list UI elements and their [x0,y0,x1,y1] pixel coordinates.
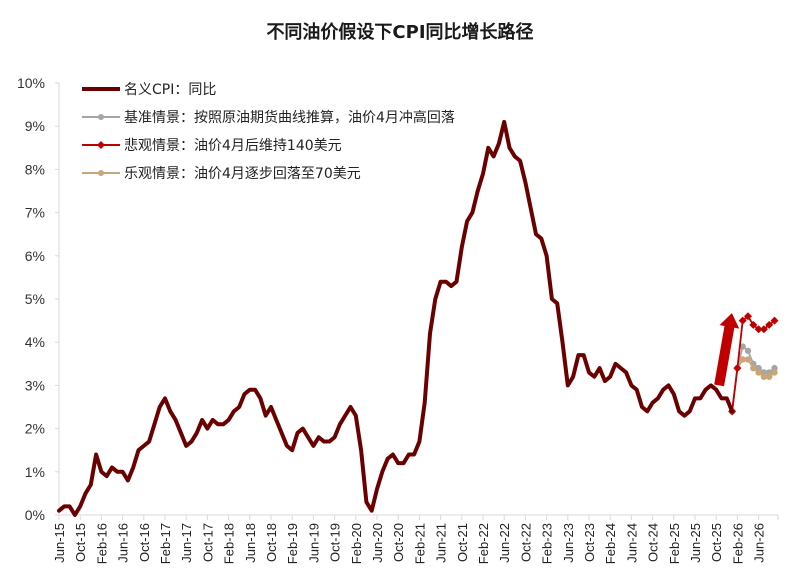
svg-text:Oct-25: Oct-25 [709,523,724,562]
svg-text:Jun-19: Jun-19 [306,523,321,563]
svg-text:Jun-15: Jun-15 [52,523,67,563]
svg-text:Feb-23: Feb-23 [540,523,555,564]
legend-item-optimistic: 乐观情景：油价4月逐步回落至70美元 [82,160,455,186]
svg-text:5%: 5% [25,291,45,307]
svg-text:Feb-24: Feb-24 [603,523,618,564]
svg-text:Oct-23: Oct-23 [582,523,597,562]
svg-text:Jun-21: Jun-21 [434,523,449,563]
legend-label: 乐观情景：油价4月逐步回落至70美元 [124,166,361,182]
x-axis-ticks: Jun-15 Oct-15 Feb-16 Jun-16 Oct-16 Feb-17 Jun-… [52,515,779,564]
svg-text:Feb-25: Feb-25 [667,523,682,564]
svg-text:Oct-19: Oct-19 [328,523,343,562]
svg-text:Jun-20: Jun-20 [370,523,385,563]
legend-label: 悲观情景：油价4月后维持140美元 [124,138,342,154]
svg-text:7%: 7% [25,205,45,221]
legend: 名义CPI：同比 基准情景：按照原油期货曲线推算，油价4月冲高回落 悲观情景：油… [82,76,455,188]
legend-swatch-circle-icon [82,110,122,124]
svg-text:Jun-24: Jun-24 [624,523,639,563]
svg-text:Feb-17: Feb-17 [158,523,173,564]
svg-text:Jun-18: Jun-18 [243,523,258,563]
svg-text:Jun-23: Jun-23 [561,523,576,563]
svg-text:Oct-18: Oct-18 [264,523,279,562]
svg-text:Jun-22: Jun-22 [497,523,512,563]
series-lines [57,119,779,517]
svg-text:Feb-21: Feb-21 [412,523,427,564]
svg-text:Jun-26: Jun-26 [752,523,767,563]
svg-text:0%: 0% [25,507,45,523]
svg-text:2%: 2% [25,421,45,437]
svg-text:1%: 1% [25,464,45,480]
svg-text:Oct-21: Oct-21 [455,523,470,562]
svg-text:Feb-18: Feb-18 [222,523,237,564]
svg-text:10%: 10% [17,75,45,91]
svg-text:Jun-25: Jun-25 [688,523,703,563]
chart-title: 不同油价假设下CPI同比增长路径 [266,22,534,43]
svg-text:Oct-20: Oct-20 [391,523,406,562]
y-axis-ticks: 0% 1% 2% 3% 4% 5% 6% 7% 8% 9% 10% [17,75,59,523]
legend-item-cpi: 名义CPI：同比 [82,76,455,102]
legend-swatch-diamond-icon [82,138,122,152]
svg-text:Jun-17: Jun-17 [179,523,194,563]
legend-swatch-circle-icon [82,166,122,180]
svg-text:4%: 4% [25,334,45,350]
legend-label: 基准情景：按照原油期货曲线推算，油价4月冲高回落 [124,110,455,126]
svg-text:Feb-26: Feb-26 [730,523,745,564]
svg-text:3%: 3% [25,377,45,393]
annotations [714,313,740,387]
up-arrow-icon [714,313,740,387]
legend-item-pessimistic: 悲观情景：油价4月后维持140美元 [82,132,455,158]
svg-text:Oct-16: Oct-16 [137,523,152,562]
svg-text:Feb-16: Feb-16 [94,523,109,564]
svg-text:Jun-16: Jun-16 [116,523,131,563]
svg-text:Feb-22: Feb-22 [476,523,491,564]
legend-label: 名义CPI：同比 [124,82,217,98]
legend-swatch-line-icon [82,82,122,96]
svg-text:Feb-20: Feb-20 [349,523,364,564]
svg-text:Oct-24: Oct-24 [646,523,661,562]
svg-text:Oct-22: Oct-22 [518,523,533,562]
svg-text:6%: 6% [25,248,45,264]
svg-text:Oct-17: Oct-17 [200,523,215,562]
svg-text:Oct-15: Oct-15 [73,523,88,562]
svg-text:Feb-19: Feb-19 [285,523,300,564]
legend-item-baseline: 基准情景：按照原油期货曲线推算，油价4月冲高回落 [82,104,455,130]
svg-text:9%: 9% [25,118,45,134]
svg-text:8%: 8% [25,161,45,177]
